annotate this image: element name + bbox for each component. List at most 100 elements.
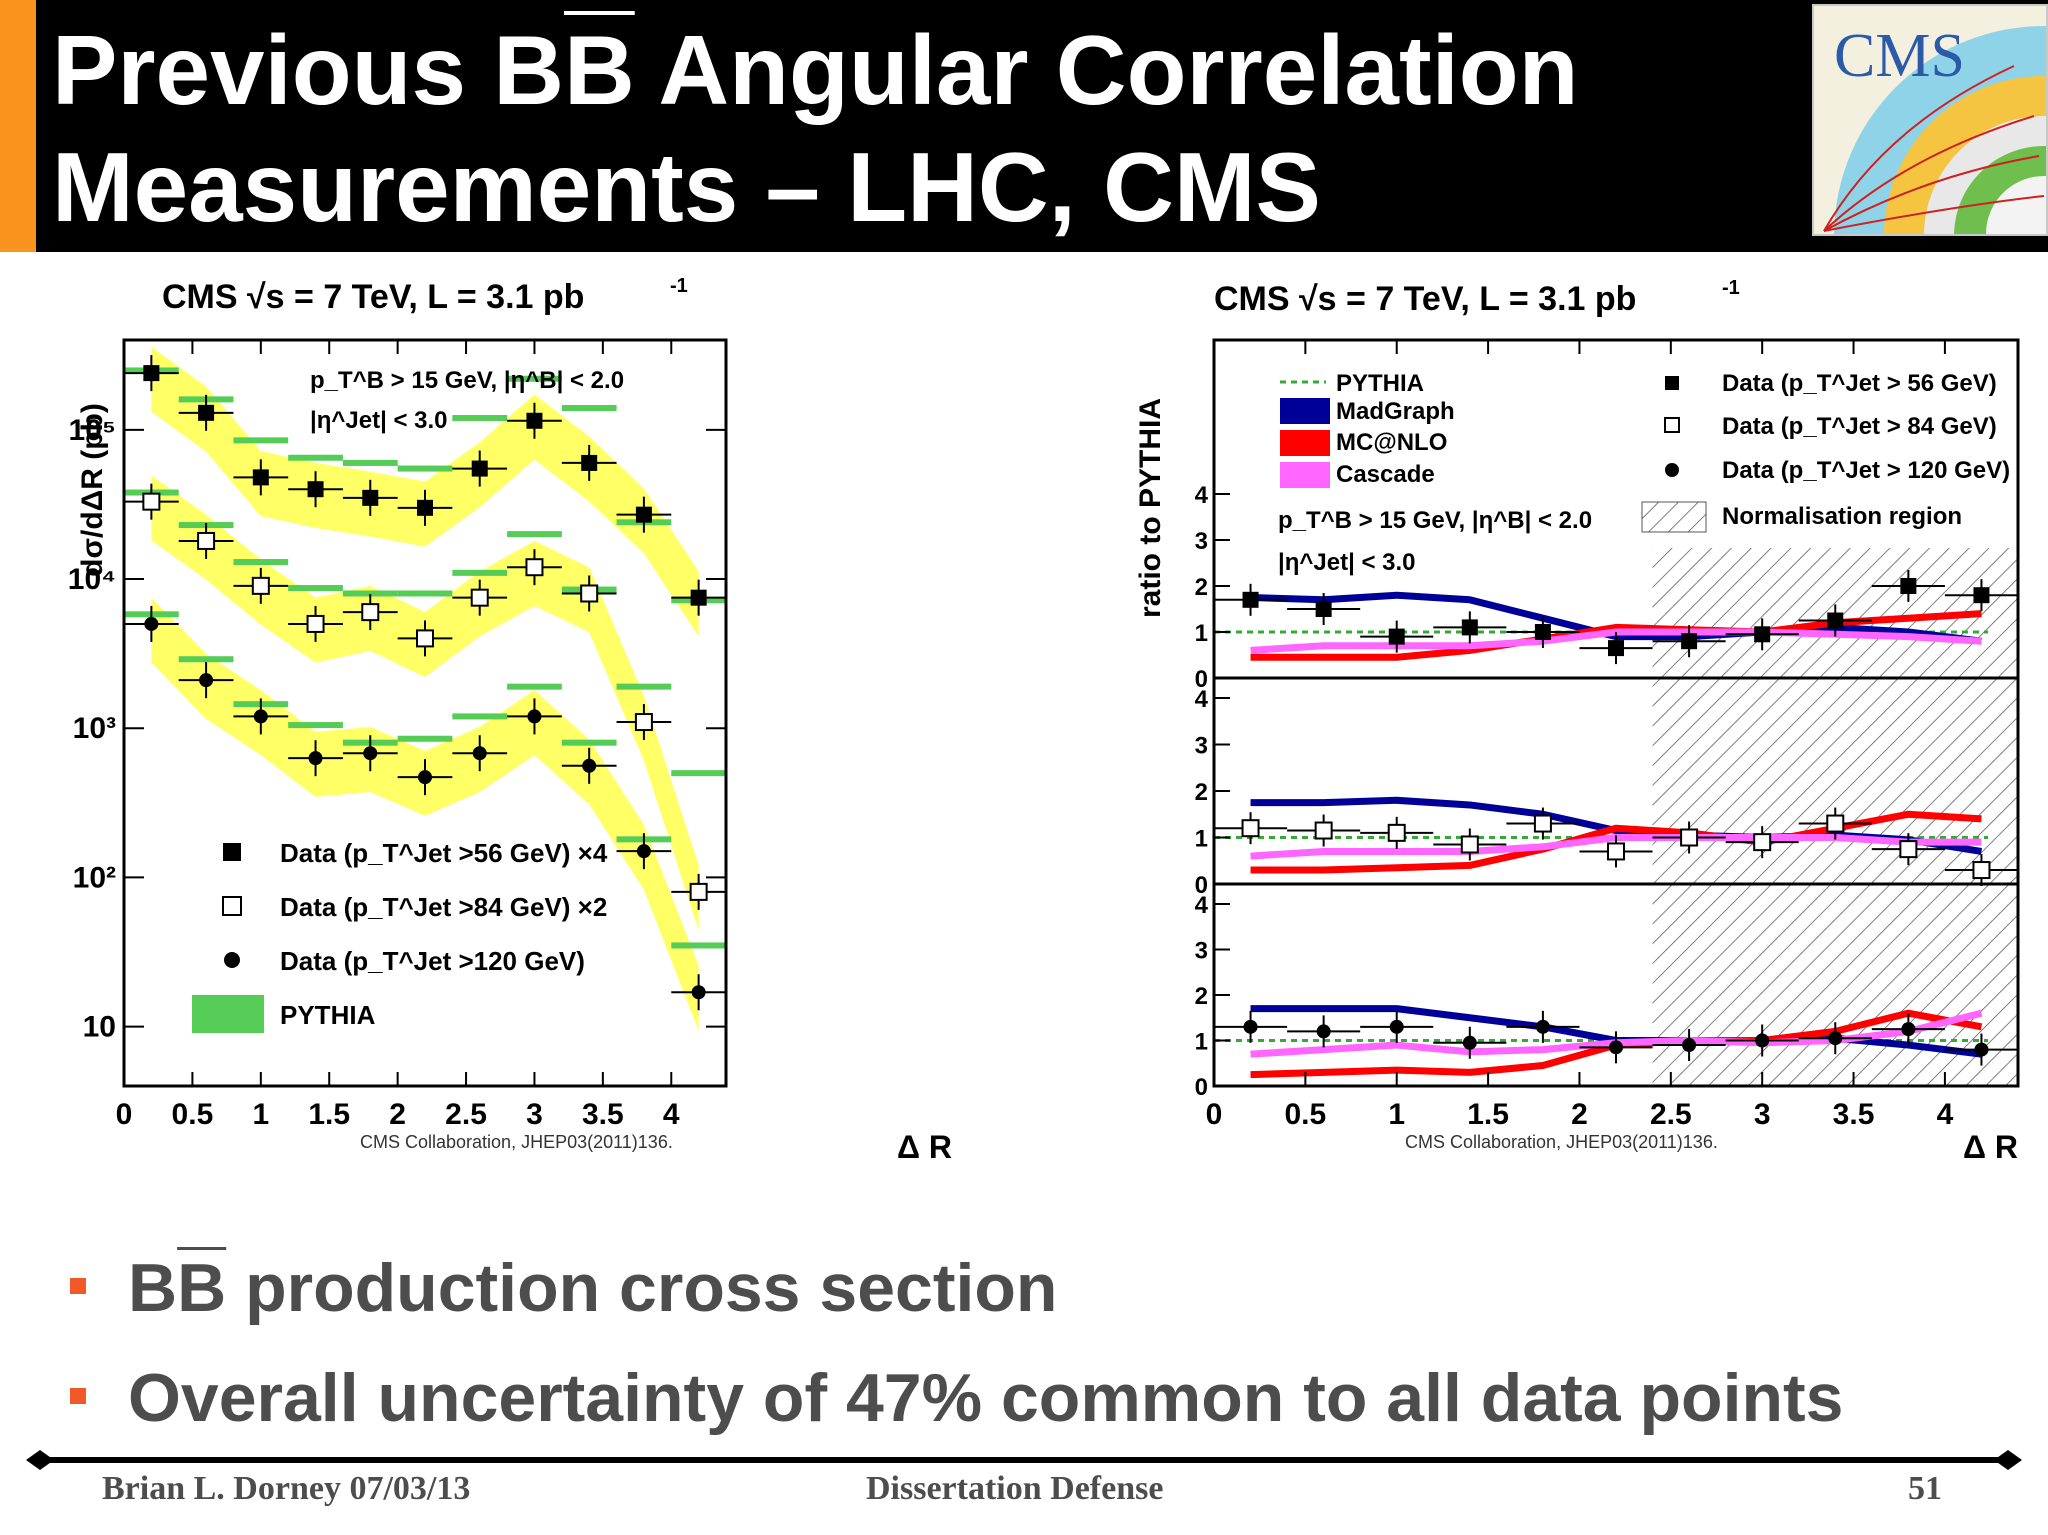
pythia-bar — [342, 590, 398, 597]
data-point — [197, 531, 216, 550]
cross-section-plot: 0 0.5 1 1.5 2 2.5 3 3.5 4 10 10² 10³ 10⁴ 10⁵ CMS √s =… — [68, 275, 952, 1165]
x-tick-label: 4 — [663, 1098, 680, 1131]
title-accent-strip — [0, 0, 36, 252]
bullet-1-a: B — [128, 1250, 178, 1326]
data-point — [1462, 1035, 1477, 1050]
footer-center: Dissertation Defense — [866, 1470, 1164, 1507]
x-tick-label: 2.5 — [445, 1098, 487, 1131]
pythia-bar — [671, 942, 726, 949]
data-point — [1243, 1019, 1258, 1034]
legend-marker-filled-square — [223, 843, 241, 861]
legend-marker-filled-square — [1665, 376, 1679, 390]
data-point — [1608, 640, 1624, 657]
legend-cascade-swatch — [1280, 462, 1330, 488]
y-tick-label: 2 — [1195, 574, 1208, 601]
data-point — [1389, 1019, 1404, 1034]
left-cut-line1: p_T^B > 15 GeV, |η^B| < 2.0 — [310, 367, 624, 394]
data-point — [251, 576, 270, 595]
data-point — [363, 746, 378, 761]
y-tick-label: 10⁴ — [68, 563, 116, 596]
pythia-bar — [507, 531, 562, 538]
left-legend-entry-2: Data (p_T^Jet >84 GeV) ×2 — [280, 892, 607, 922]
data-point — [1535, 1019, 1550, 1034]
legend-mcatnlo-swatch — [1280, 430, 1330, 456]
data-point — [143, 365, 160, 382]
pythia-bar — [561, 739, 617, 746]
right-legend-data56: Data (p_T^Jet > 56 GeV) — [1722, 370, 1997, 397]
data-point — [1753, 833, 1772, 852]
data-point — [470, 588, 489, 607]
y-tick-label: 4 — [1195, 892, 1209, 919]
right-legend-pythia: PYTHIA — [1336, 370, 1424, 397]
pythia-bar — [288, 585, 343, 592]
x-tick-label: 3.5 — [582, 1098, 624, 1131]
data-point — [634, 713, 653, 732]
pythia-bar — [452, 569, 508, 576]
data-point — [1901, 1022, 1916, 1037]
data-point — [306, 614, 325, 633]
data-point — [1460, 835, 1479, 854]
pythia-bar — [397, 735, 453, 742]
data-point — [472, 746, 487, 761]
data-point — [1461, 619, 1478, 636]
data-point — [1754, 626, 1771, 643]
right-legend-madgraph: MadGraph — [1336, 398, 1455, 425]
normalisation-region — [1652, 884, 2018, 1086]
data-point — [635, 506, 652, 523]
data-point — [144, 616, 159, 631]
y-tick-label: 4 — [1195, 686, 1209, 713]
data-point — [1316, 1024, 1331, 1039]
bullet-square-icon — [70, 1388, 86, 1404]
right-legend-left: PYTHIA MadGraph MC@NLO Cascade — [1280, 370, 1455, 488]
left-plot-frame — [122, 338, 728, 1088]
title-line1-c: Angular Correlation — [634, 15, 1579, 125]
legend-marker-filled-circle — [1665, 463, 1679, 477]
x-tick-label: 1.5 — [1467, 1098, 1509, 1131]
y-tick-label: 10 — [83, 1011, 116, 1044]
right-plot-frame — [1212, 338, 2020, 1088]
y-tick-label: 2 — [1195, 983, 1208, 1010]
data-point — [1900, 578, 1917, 594]
data-point — [526, 412, 543, 429]
data-point — [308, 751, 323, 766]
title-line2: Measurements – LHC, CMS — [52, 132, 1321, 242]
footer-divider — [26, 1450, 2022, 1470]
y-tick-label: 4 — [1195, 482, 1209, 509]
data-point — [1534, 624, 1551, 640]
legend-marker-filled-circle — [224, 952, 240, 968]
data-point — [1682, 1038, 1697, 1053]
pythia-bar — [288, 454, 343, 461]
data-point — [307, 481, 324, 498]
title-bar — [0, 0, 2048, 252]
left-plot-heading: CMS √s = 7 TeV, L = 3.1 pb — [162, 278, 584, 316]
legend-pythia-swatch — [192, 995, 264, 1033]
data-point — [1241, 819, 1260, 838]
y-tick-label: 3 — [1195, 733, 1208, 760]
right-plot-heading-sup: -1 — [1722, 277, 1740, 299]
data-point — [142, 492, 161, 511]
right-legend-data120: Data (p_T^Jet > 120 GeV) — [1722, 457, 2010, 484]
x-tick-label: 1.5 — [308, 1098, 350, 1131]
y-tick-label: 10² — [73, 861, 116, 894]
x-tick-label: 2 — [389, 1098, 406, 1131]
right-cut-line2: |η^Jet| < 3.0 — [1278, 549, 1416, 576]
data-point — [1899, 840, 1918, 859]
data-point — [1973, 587, 1990, 604]
title-line1-bbar: B — [563, 15, 635, 125]
pythia-bar — [452, 415, 508, 422]
data-point — [1609, 1040, 1623, 1055]
x-tick-label: 3 — [526, 1098, 543, 1131]
bullet-square-icon — [70, 1278, 86, 1294]
data-point — [1388, 628, 1405, 645]
left-legend-entry-3: Data (p_T^Jet >120 GeV) — [280, 946, 585, 976]
y-tick-label: 0 — [1195, 872, 1208, 899]
data-point — [1242, 591, 1259, 608]
left-legend: Data (p_T^Jet >56 GeV) ×4 Data (p_T^Jet … — [192, 838, 608, 1033]
x-tick-label: 0 — [1206, 1098, 1223, 1131]
data-point — [198, 404, 215, 421]
left-legend-entry-1: Data (p_T^Jet >56 GeV) ×4 — [280, 838, 608, 868]
data-point — [1826, 814, 1845, 833]
data-point — [691, 985, 706, 1000]
data-point — [689, 882, 708, 901]
